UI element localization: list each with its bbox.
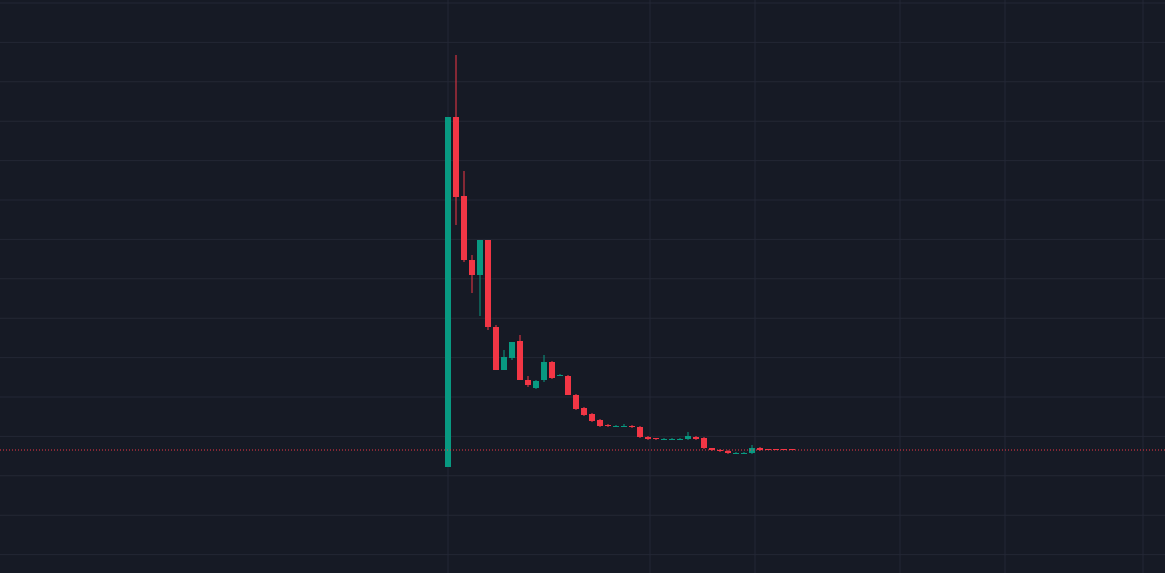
candle-body bbox=[757, 448, 763, 450]
candle-body bbox=[605, 425, 611, 426]
candle-body bbox=[677, 439, 683, 440]
candle-body bbox=[493, 327, 499, 370]
candle-body bbox=[653, 438, 659, 439]
candle-body bbox=[581, 408, 587, 415]
candle-body bbox=[509, 342, 515, 358]
candle-body bbox=[573, 395, 579, 409]
candle-body bbox=[733, 453, 739, 454]
candle-body bbox=[693, 437, 699, 439]
candle-body bbox=[469, 260, 475, 275]
candle-body bbox=[637, 427, 643, 437]
candle-body bbox=[461, 196, 467, 260]
candle-body bbox=[749, 448, 755, 453]
candle-body bbox=[445, 117, 451, 467]
candle-body bbox=[645, 437, 651, 439]
candle-body bbox=[741, 453, 747, 454]
candle-body bbox=[597, 420, 603, 426]
candle-body bbox=[533, 381, 539, 388]
candle-body bbox=[557, 375, 563, 376]
candle-body bbox=[773, 449, 779, 450]
candle-body bbox=[725, 451, 731, 453]
candle-body bbox=[701, 438, 707, 448]
candles bbox=[445, 55, 795, 467]
candle-body bbox=[525, 380, 531, 385]
candle-body bbox=[589, 414, 595, 421]
candle-body bbox=[669, 439, 675, 440]
candle-body bbox=[709, 448, 715, 450]
candle-body bbox=[501, 357, 507, 370]
candle-body bbox=[541, 362, 547, 380]
candle-body bbox=[661, 439, 667, 440]
candle-body bbox=[685, 436, 691, 439]
candle-body bbox=[517, 341, 523, 380]
candle-body bbox=[613, 426, 619, 427]
candle-body bbox=[485, 240, 491, 327]
candle-body bbox=[565, 376, 571, 395]
candle-body bbox=[621, 426, 627, 427]
candle-body bbox=[477, 240, 483, 275]
candle-body bbox=[453, 117, 459, 197]
candle-body bbox=[549, 362, 555, 378]
candle-body bbox=[629, 426, 635, 427]
